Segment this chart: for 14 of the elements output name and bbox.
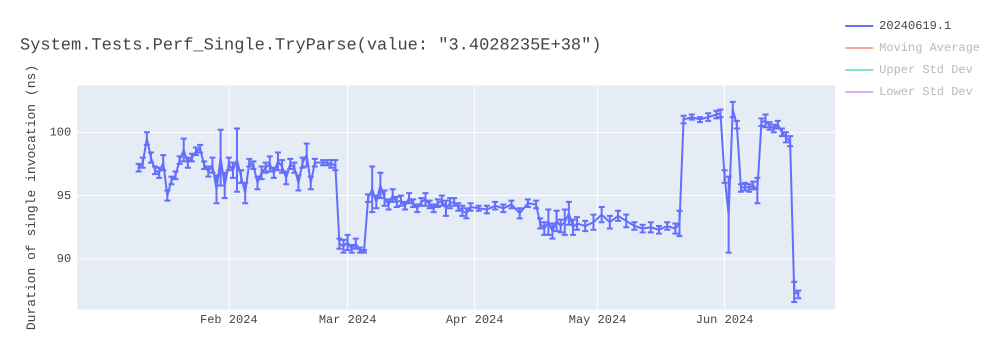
legend-label: 20240619.1 (879, 19, 952, 34)
legend-label: Upper Std Dev (879, 63, 973, 78)
y-tick-label: 95 (56, 188, 72, 203)
legend-label: Moving Average (879, 41, 980, 56)
legend-label: Lower Std Dev (879, 85, 973, 100)
x-tick-label: Mar 2024 (318, 312, 376, 327)
y-tick-label: 90 (56, 252, 72, 266)
y-tick-label: 100 (50, 125, 72, 140)
x-tick-label: Jun 2024 (696, 312, 754, 327)
x-tick-label: May 2024 (568, 312, 626, 327)
chart-title: System.Tests.Perf_Single.TryParse(value: "3.4028235E+38") (20, 36, 602, 56)
x-tick-label: Feb 2024 (200, 312, 258, 327)
x-tick-label: Apr 2024 (446, 312, 504, 327)
y-axis-title: Duration of single invocation (ns) (24, 64, 40, 330)
